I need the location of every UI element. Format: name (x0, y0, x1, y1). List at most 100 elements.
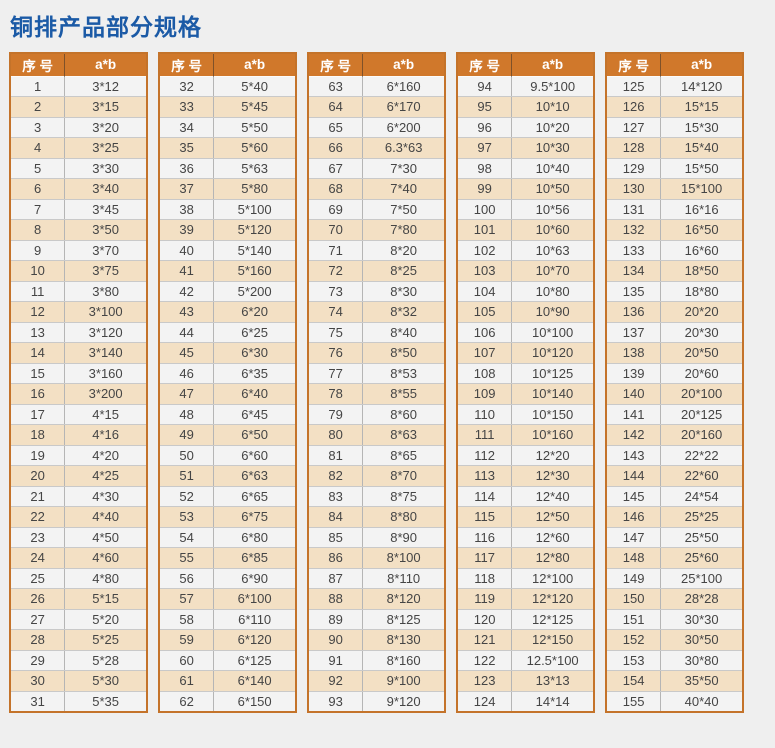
size-cell: 6*63 (213, 465, 296, 487)
serial-cell: 65 (308, 116, 363, 138)
serial-cell: 50 (159, 444, 214, 466)
table-row: 62 6*150 (159, 690, 296, 712)
serial-cell: 90 (308, 629, 363, 651)
table-row: 9 3*70 (10, 239, 147, 261)
size-cell: 10*56 (511, 198, 594, 220)
table-row: 112 12*20 (457, 444, 594, 466)
size-cell: 6*50 (213, 424, 296, 446)
serial-cell: 91 (308, 649, 363, 671)
serial-cell: 112 (457, 444, 512, 466)
size-cell: 5*100 (213, 198, 296, 220)
serial-cell: 67 (308, 157, 363, 179)
serial-cell: 25 (10, 567, 65, 589)
size-cell: 25*50 (660, 526, 743, 548)
table-row: 6 3*40 (10, 178, 147, 200)
table-row: 148 25*60 (606, 547, 743, 569)
table-row: 145 24*54 (606, 485, 743, 507)
size-cell: 5*60 (213, 137, 296, 159)
serial-cell: 62 (159, 690, 214, 712)
table-row: 2 3*15 (10, 96, 147, 118)
table-row: 115 12*50 (457, 506, 594, 528)
size-cell: 12*40 (511, 485, 594, 507)
size-cell: 6*20 (213, 301, 296, 323)
table-row: 138 20*50 (606, 342, 743, 364)
table-row: 82 8*70 (308, 465, 445, 487)
size-cell: 10*10 (511, 96, 594, 118)
table-row: 3 3*20 (10, 116, 147, 138)
table-row: 48 6*45 (159, 403, 296, 425)
size-cell: 5*120 (213, 219, 296, 241)
table-row: 146 25*25 (606, 506, 743, 528)
table-row: 37 5*80 (159, 178, 296, 200)
table-row: 129 15*50 (606, 157, 743, 179)
table-row: 152 30*50 (606, 629, 743, 651)
table-row: 153 30*80 (606, 649, 743, 671)
size-cell: 20*160 (660, 424, 743, 446)
serial-cell: 121 (457, 629, 512, 651)
table-row: 77 8*53 (308, 362, 445, 384)
size-cell: 9.5*100 (511, 75, 594, 97)
table-row: 126 15*15 (606, 96, 743, 118)
size-cell: 12*80 (511, 547, 594, 569)
table-row: 109 10*140 (457, 383, 594, 405)
spec-table-3: 序 号 a*b 63 6*160 64 6*170 65 6*200 66 6.3*63 67 7*3… (307, 52, 446, 713)
spec-table-2: 序 号 a*b 32 5*40 33 5*45 34 5*50 35 5*60 36 5*63 37 5*… (158, 52, 297, 713)
table-row: 30 5*30 (10, 670, 147, 692)
serial-cell: 87 (308, 567, 363, 589)
serial-cell: 81 (308, 444, 363, 466)
serial-cell: 133 (606, 239, 661, 261)
header-row: 序 号 a*b (457, 53, 594, 76)
serial-cell: 84 (308, 506, 363, 528)
serial-cell: 126 (606, 96, 661, 118)
size-cell: 3*50 (64, 219, 147, 241)
table-row: 51 6*63 (159, 465, 296, 487)
table-row: 36 5*63 (159, 157, 296, 179)
table-row: 41 5*160 (159, 260, 296, 282)
serial-cell: 72 (308, 260, 363, 282)
serial-cell: 55 (159, 547, 214, 569)
size-cell: 8*90 (362, 526, 445, 548)
table-row: 150 28*28 (606, 588, 743, 610)
table-row: 106 10*100 (457, 321, 594, 343)
table-row: 104 10*80 (457, 280, 594, 302)
serial-cell: 46 (159, 362, 214, 384)
size-cell: 6*150 (213, 690, 296, 712)
header-row: 序 号 a*b (159, 53, 296, 76)
table-row: 102 10*63 (457, 239, 594, 261)
serial-cell: 71 (308, 239, 363, 261)
size-cell: 9*120 (362, 690, 445, 712)
size-cell: 10*120 (511, 342, 594, 364)
table-row: 24 4*60 (10, 547, 147, 569)
serial-cell: 123 (457, 670, 512, 692)
table-row: 20 4*25 (10, 465, 147, 487)
table-row: 26 5*15 (10, 588, 147, 610)
size-cell: 8*40 (362, 321, 445, 343)
serial-cell: 97 (457, 137, 512, 159)
serial-cell: 61 (159, 670, 214, 692)
table-row: 119 12*120 (457, 588, 594, 610)
table-row: 63 6*160 (308, 75, 445, 97)
serial-cell: 49 (159, 424, 214, 446)
table-row: 58 6*110 (159, 608, 296, 630)
serial-cell: 137 (606, 321, 661, 343)
size-cell: 28*28 (660, 588, 743, 610)
size-cell: 4*50 (64, 526, 147, 548)
serial-cell: 40 (159, 239, 214, 261)
table-row: 137 20*30 (606, 321, 743, 343)
size-cell: 6*25 (213, 321, 296, 343)
serial-cell: 132 (606, 219, 661, 241)
table-row: 88 8*120 (308, 588, 445, 610)
size-cell: 12*50 (511, 506, 594, 528)
table-row: 70 7*80 (308, 219, 445, 241)
table-row: 83 8*75 (308, 485, 445, 507)
serial-cell: 107 (457, 342, 512, 364)
size-cell: 8*20 (362, 239, 445, 261)
size-cell: 8*75 (362, 485, 445, 507)
table-row: 132 16*50 (606, 219, 743, 241)
table-row: 53 6*75 (159, 506, 296, 528)
size-cell: 5*200 (213, 280, 296, 302)
size-cell: 6*75 (213, 506, 296, 528)
table-row: 134 18*50 (606, 260, 743, 282)
size-cell: 4*20 (64, 444, 147, 466)
serial-cell: 105 (457, 301, 512, 323)
